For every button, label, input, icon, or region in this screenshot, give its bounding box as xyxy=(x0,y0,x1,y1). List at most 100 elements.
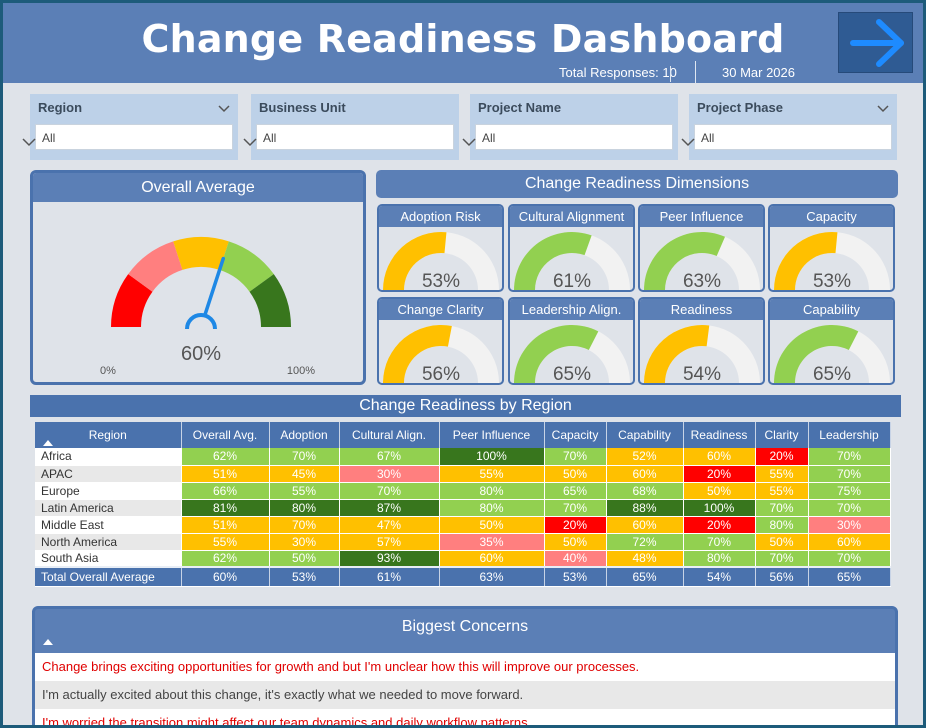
total-cell: 63% xyxy=(439,566,545,587)
total-cell: 53% xyxy=(269,566,340,587)
dimension-value: 53% xyxy=(422,271,460,290)
dimension-name: Leadership Align. xyxy=(510,299,633,320)
region-cell: Europe xyxy=(35,482,182,500)
score-cell: 70% xyxy=(269,448,340,466)
score-cell: 70% xyxy=(755,550,809,568)
dimension-name: Change Clarity xyxy=(379,299,502,320)
gauge-value: 60% xyxy=(181,343,221,365)
dimensions-title: Change Readiness Dimensions xyxy=(376,170,898,198)
dimension-name: Adoption Risk xyxy=(379,206,502,227)
score-cell: 75% xyxy=(808,482,891,500)
column-header[interactable]: Readiness xyxy=(683,422,756,448)
region-cell: Africa xyxy=(35,448,182,466)
score-cell: 52% xyxy=(606,448,684,466)
gauge-fill xyxy=(774,232,838,290)
score-cell: 48% xyxy=(606,550,684,568)
column-header[interactable]: Overall Avg. xyxy=(181,422,270,448)
filter-dropdown[interactable]: All xyxy=(681,124,892,150)
filter-project-phase: Project Phase All xyxy=(681,94,897,160)
score-cell: 70% xyxy=(544,499,607,517)
dimension-value: 65% xyxy=(813,364,851,383)
score-cell: 70% xyxy=(683,533,756,551)
score-cell: 70% xyxy=(339,482,440,500)
score-cell: 60% xyxy=(606,465,684,483)
score-cell: 30% xyxy=(339,465,440,483)
dimension-card: Peer Influence 63% xyxy=(638,204,765,292)
score-cell: 55% xyxy=(439,465,545,483)
score-cell: 51% xyxy=(181,465,270,483)
column-header[interactable]: Clarity xyxy=(755,422,809,448)
gauge-fill xyxy=(514,232,592,290)
total-cell: 61% xyxy=(339,566,440,587)
overall-gauge: 60% 0% 100% xyxy=(100,237,315,377)
chevron-down-icon[interactable] xyxy=(877,100,889,118)
filter-value: All xyxy=(482,131,496,145)
sort-arrow-icon[interactable] xyxy=(43,440,53,446)
dimension-gauge: 65% xyxy=(774,325,890,383)
header-divider xyxy=(670,66,671,82)
column-header[interactable]: Leadership xyxy=(808,422,891,448)
score-cell: 55% xyxy=(755,465,809,483)
score-cell: 51% xyxy=(181,516,270,534)
dimension-value: 54% xyxy=(683,364,721,383)
concern-item: I'm actually excited about this change, … xyxy=(35,681,895,709)
filter-dropdown[interactable]: All xyxy=(22,124,233,150)
total-cell: 53% xyxy=(544,566,607,587)
score-cell: 47% xyxy=(339,516,440,534)
score-cell: 62% xyxy=(181,550,270,568)
filter-dropdown[interactable]: All xyxy=(462,124,673,150)
column-header[interactable]: Peer Influence xyxy=(439,422,545,448)
score-cell: 88% xyxy=(606,499,684,517)
table-total-row: Total Overall Average 60% 53% 61% 63% 53% 65% 5… xyxy=(35,566,891,587)
table-row: APAC 51% 45% 30% 55% 50% 60% 20% 55% 70% xyxy=(35,465,891,483)
score-cell: 55% xyxy=(181,533,270,551)
column-header[interactable]: Region xyxy=(35,422,182,448)
region-cell: North America xyxy=(35,533,182,551)
column-header[interactable]: Capability xyxy=(606,422,684,448)
score-cell: 68% xyxy=(606,482,684,500)
score-cell: 50% xyxy=(755,533,809,551)
filter-dropdown[interactable]: All xyxy=(243,124,454,150)
score-cell: 70% xyxy=(544,448,607,466)
gauge-fill xyxy=(383,232,447,290)
column-header[interactable]: Capacity xyxy=(544,422,607,448)
dimension-gauge: 53% xyxy=(383,232,499,290)
table-row: Africa 62% 70% 67% 100% 70% 52% 60% 20% 70% xyxy=(35,448,891,466)
gauge-band xyxy=(111,274,153,327)
header-bar: Change Readiness Dashboard Total Respons… xyxy=(3,3,923,83)
dimension-name: Readiness xyxy=(640,299,763,320)
column-header-label: Capability xyxy=(618,428,671,442)
filter-label: Project Name xyxy=(478,100,562,115)
score-cell: 65% xyxy=(544,482,607,500)
score-cell: 72% xyxy=(606,533,684,551)
concerns-header[interactable]: Biggest Concerns xyxy=(35,609,895,651)
table-row: Middle East 51% 70% 47% 50% 20% 60% 20% 80% 30% xyxy=(35,516,891,534)
dimension-card: Leadership Align. 65% xyxy=(508,297,635,385)
score-cell: 50% xyxy=(269,550,340,568)
total-cell: 54% xyxy=(683,566,756,587)
column-header-label: Cultural Align. xyxy=(351,428,427,442)
next-page-button[interactable] xyxy=(838,12,913,73)
total-cell: 65% xyxy=(606,566,684,587)
column-header-label: Leadership xyxy=(819,428,879,442)
dimension-gauge: 54% xyxy=(644,325,760,383)
dimension-card: Adoption Risk 53% xyxy=(377,204,504,292)
dimension-gauge: 63% xyxy=(644,232,760,290)
region-cell: APAC xyxy=(35,465,182,483)
score-cell: 60% xyxy=(683,448,756,466)
filter-label: Region xyxy=(38,100,83,115)
score-cell: 87% xyxy=(339,499,440,517)
table-row: North America 55% 30% 57% 35% 50% 72% 70% 50% 60% xyxy=(35,533,891,551)
gauge-hub xyxy=(185,313,217,330)
total-cell: 65% xyxy=(808,566,891,587)
score-cell: 50% xyxy=(683,482,756,500)
score-cell: 60% xyxy=(439,550,545,568)
column-header-label: Capacity xyxy=(551,428,599,442)
column-header[interactable]: Adoption xyxy=(269,422,340,448)
column-header[interactable]: Cultural Align. xyxy=(339,422,440,448)
gauge-min: 0% xyxy=(100,365,116,377)
score-cell: 81% xyxy=(181,499,270,517)
chevron-down-icon[interactable] xyxy=(218,100,230,118)
sort-arrow-icon[interactable] xyxy=(43,639,53,645)
score-cell: 50% xyxy=(544,533,607,551)
